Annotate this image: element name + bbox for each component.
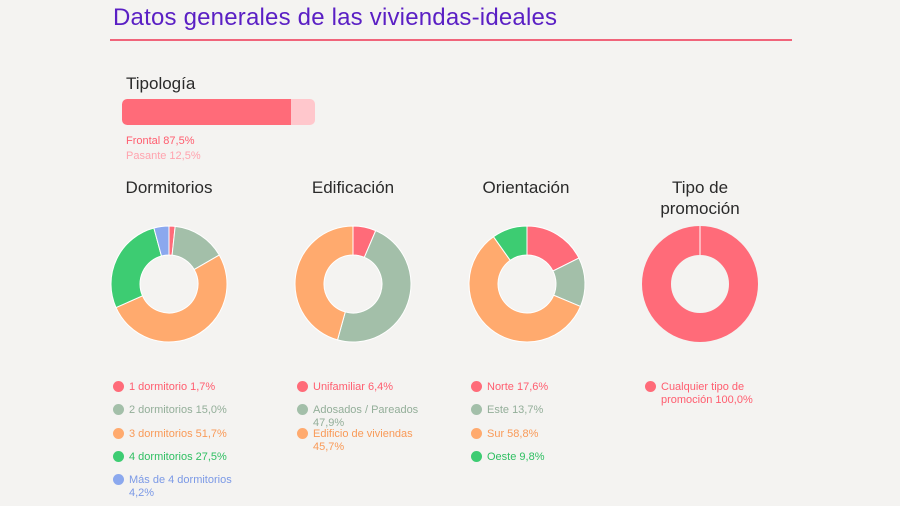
legend-dot-mas-de-4 [113, 474, 124, 485]
promocion-title: Tipo de promoción [660, 178, 740, 218]
edificacion-donut [294, 225, 412, 343]
dormitorios-donut [110, 225, 228, 343]
donut-slice-3-dormitorios-51-7 [115, 254, 228, 343]
legend-item: Adosados / Pareados 47,9% [297, 404, 437, 429]
legend-dot-3-dormitorios [113, 428, 124, 439]
donut-slice-edificio-de-viviendas-45-7 [294, 225, 354, 341]
legend-label: 2 dormitorios 15,0% [129, 404, 227, 416]
legend-item: Unifamiliar 6,4% [297, 381, 447, 394]
legend-dot-oeste [471, 451, 482, 462]
legend-item: Más de 4 dormitorios 4,2% [113, 474, 248, 499]
donut-slice-adosados-pareados-47-9 [336, 229, 412, 343]
donut-slice-oeste-9-8 [492, 225, 528, 262]
legend-label: Norte 17,6% [487, 381, 549, 393]
legend-label: Más de 4 dormitorios 4,2% [129, 474, 232, 499]
legend-item: 4 dormitorios 27,5% [113, 451, 263, 464]
legend-dot-cualquier [645, 381, 656, 392]
legend-dot-este [471, 404, 482, 415]
legend-item: 1 dormitorio 1,7% [113, 381, 263, 394]
donut-slice-4-dormitorios-27-5 [110, 227, 163, 309]
legend-label: 1 dormitorio 1,7% [129, 381, 216, 393]
orientacion-title: Orientación [482, 178, 570, 197]
legend-item: Oeste 9,8% [471, 451, 621, 464]
legend-dot-1-dormitorio [113, 381, 124, 392]
title-divider [110, 39, 792, 41]
dormitorios-title: Dormitorios [125, 178, 213, 197]
legend-label: Unifamiliar 6,4% [313, 381, 394, 393]
promocion-donut [642, 226, 758, 342]
orientacion-donut [468, 225, 586, 343]
legend-dot-norte [471, 381, 482, 392]
donut-slice-mas-de-4-dormitorios-4-2 [153, 225, 170, 257]
legend-dot-adosados [297, 404, 308, 415]
legend-dot-unifamiliar [297, 381, 308, 392]
page-title: Datos generales de las viviendas-ideales [113, 4, 558, 31]
legend-label: Edificio de viviendas 45,7% [313, 428, 413, 453]
legend-label: Adosados / Pareados 47,9% [313, 404, 419, 429]
legend-label: Cualquier tipo de promoción 100,0% [661, 381, 753, 406]
legend-dot-2-dormitorios [113, 404, 124, 415]
legend-item: 2 dormitorios 15,0% [113, 404, 263, 417]
tipologia-legend: Frontal 87,5% Pasante 12,5% [126, 134, 201, 164]
legend-item: 3 dormitorios 51,7% [113, 428, 263, 441]
legend-dot-4-dormitorios [113, 451, 124, 462]
legend-item: Cualquier tipo de promoción 100,0% [645, 381, 763, 406]
tipologia-bar-frontal [122, 99, 291, 125]
legend-label: Sur 58,8% [487, 428, 539, 440]
legend-item: Norte 17,6% [471, 381, 621, 394]
legend-dot-edificio [297, 428, 308, 439]
tipologia-legend-pasante: Pasante 12,5% [126, 150, 201, 162]
donut-slice-sur-58-8 [468, 235, 582, 343]
legend-label: 3 dormitorios 51,7% [129, 428, 227, 440]
legend-dot-sur [471, 428, 482, 439]
legend-item: Este 13,7% [471, 404, 621, 417]
legend-item: Edificio de viviendas 45,7% [297, 428, 437, 453]
legend-label: Este 13,7% [487, 404, 544, 416]
legend-label: Oeste 9,8% [487, 451, 545, 463]
legend-label: 4 dormitorios 27,5% [129, 451, 227, 463]
tipologia-bar [122, 99, 315, 125]
edificacion-title: Edificación [311, 178, 395, 197]
tipologia-title: Tipología [126, 74, 196, 93]
legend-item: Sur 58,8% [471, 428, 621, 441]
tipologia-legend-frontal: Frontal 87,5% [126, 135, 195, 147]
